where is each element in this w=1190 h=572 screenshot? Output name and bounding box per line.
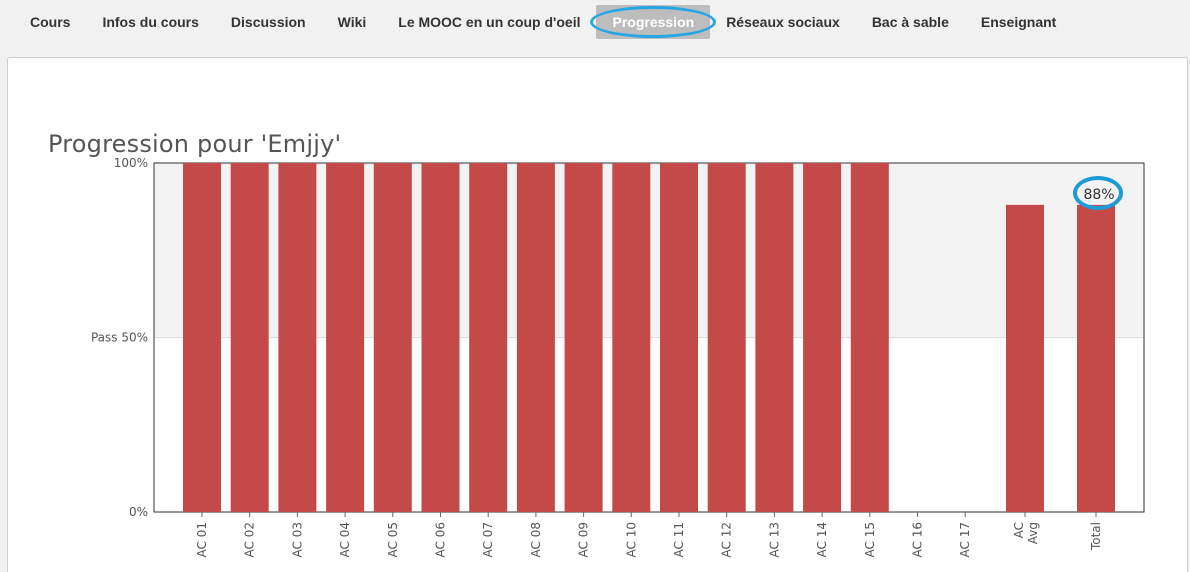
bar-ac-03	[278, 163, 317, 512]
x-tick-label-line: Avg	[1026, 522, 1040, 544]
bar-ac-08	[516, 163, 555, 512]
tab-le-mooc-en-un-coup-d-oeil[interactable]: Le MOOC en un coup d'oeil	[382, 5, 596, 39]
x-tick-label: AC 13	[767, 522, 781, 557]
tab-infos-du-cours[interactable]: Infos du cours	[86, 5, 214, 39]
bar-ac-07	[469, 163, 508, 512]
bar-ac-15	[850, 163, 889, 512]
x-tick-label-text: AC 09	[577, 522, 591, 557]
course-navigation: Cours Infos du cours Discussion Wiki Le MOOC…	[0, 0, 1190, 44]
tab-discussion[interactable]: Discussion	[215, 5, 322, 39]
bar-ac-04	[326, 163, 365, 512]
bar-ac-11	[660, 163, 698, 512]
x-tick-label-text: AC 15	[863, 522, 877, 557]
x-tick-label: AC AvgACAvg	[1012, 522, 1040, 544]
x-tick-label: AC 08	[529, 522, 543, 557]
bar-ac-10	[612, 163, 651, 512]
tab-label: Cours	[30, 14, 71, 30]
x-tick-label-text: AC 07	[481, 522, 495, 557]
x-tick-label: AC 14	[815, 522, 829, 557]
y-tick-label: Pass 50%	[91, 331, 148, 345]
tab-bac-a-sable[interactable]: Bac à sable	[856, 5, 965, 39]
x-tick-label: AC 05	[386, 522, 400, 557]
bar-ac-12	[707, 163, 746, 512]
x-tick-label-text: Total	[1089, 522, 1103, 551]
bar-ac-avg	[1006, 204, 1044, 512]
x-tick-label-line: AC	[1012, 522, 1026, 538]
x-tick-label: AC 09	[577, 522, 591, 557]
tab-label: Enseignant	[980, 14, 1057, 30]
x-tick-label-text: AC 08	[529, 522, 543, 557]
tab-label: Discussion	[230, 14, 306, 30]
bar-ac-13	[755, 163, 794, 512]
x-tick-label-text: AC 04	[338, 522, 352, 557]
bar-ac-06	[421, 163, 460, 512]
x-tick-label: AC 11	[672, 522, 686, 557]
y-tick-label: 0%	[129, 505, 148, 519]
bar-ac-01	[183, 163, 221, 512]
tab-label: Réseaux sociaux	[726, 14, 840, 30]
course-tabs: Cours Infos du cours Discussion Wiki Le MOOC…	[0, 0, 1190, 44]
x-tick-label: AC 10	[624, 522, 638, 557]
tab-wiki[interactable]: Wiki	[322, 5, 383, 39]
x-tick-label: AC 03	[290, 522, 304, 557]
x-tick-label: Total	[1089, 522, 1103, 551]
progress-title: Progression pour 'Emjjy'	[48, 130, 342, 158]
x-tick-label-text: AC 01	[195, 522, 209, 557]
x-tick-label-text: AC 10	[624, 522, 638, 557]
x-tick-label-text: AC 12	[720, 522, 734, 557]
x-tick-label-text: AC 02	[243, 522, 257, 557]
bar-ac-09	[564, 163, 603, 512]
x-tick-label: AC 17	[958, 522, 972, 557]
x-tick-label: AC 07	[481, 522, 495, 557]
x-tick-label-text: AC 06	[434, 522, 448, 557]
x-tick-label-text: AC 14	[815, 522, 829, 557]
tab-label: Wiki	[337, 14, 367, 30]
x-tick-label: AC 01	[195, 522, 209, 557]
x-tick-label: AC 16	[911, 522, 925, 557]
tab-label: Progression	[612, 14, 695, 30]
x-tick-label-text: AC 13	[767, 522, 781, 557]
x-tick-label: AC 06	[434, 522, 448, 557]
x-tick-label-text: AC 05	[386, 522, 400, 557]
x-tick-label: AC 12	[720, 522, 734, 557]
x-tick-label-text: AC 11	[672, 522, 686, 557]
x-tick-label-text: AC 17	[958, 522, 972, 557]
bar-ac-02	[230, 163, 269, 512]
tab-label: Le MOOC en un coup d'oeil	[398, 14, 581, 30]
x-tick-label: AC 02	[243, 522, 257, 557]
y-tick-label: 100%	[114, 156, 148, 170]
bar-total	[1077, 204, 1115, 512]
x-tick-label-text: AC 16	[911, 522, 925, 557]
tab-label: Bac à sable	[871, 14, 949, 30]
x-tick-label: AC 15	[863, 522, 877, 557]
tab-label: Infos du cours	[102, 14, 199, 30]
x-tick-label-text: AC 03	[290, 522, 304, 557]
total-value-label: 88%	[1083, 187, 1114, 203]
bar-ac-05	[373, 163, 412, 512]
tab-enseignant[interactable]: Enseignant	[965, 5, 1072, 39]
tab-cours[interactable]: Cours	[14, 5, 86, 39]
bar-ac-14	[803, 163, 842, 512]
x-tick-label: AC 04	[338, 522, 352, 557]
tab-reseaux-sociaux[interactable]: Réseaux sociaux	[710, 5, 856, 39]
